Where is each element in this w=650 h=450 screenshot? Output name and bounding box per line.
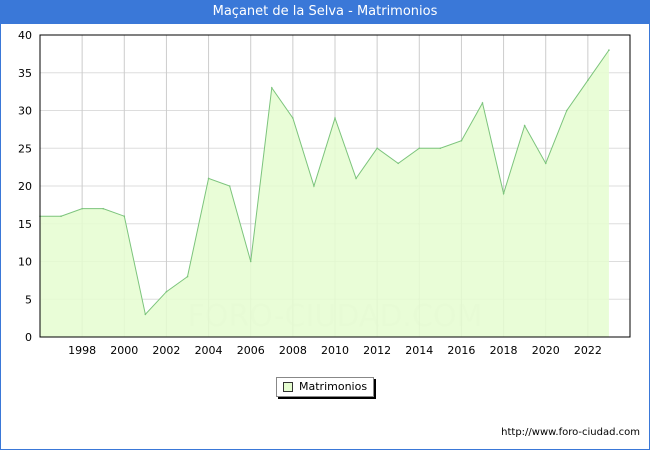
data-point <box>102 207 105 210</box>
legend: Matrimonios <box>276 377 374 397</box>
data-point <box>292 117 294 119</box>
x-tick-label: 2012 <box>363 344 391 357</box>
series-line <box>40 49 610 316</box>
y-tick-label: 0 <box>25 331 32 344</box>
data-point <box>608 49 610 51</box>
y-tick-label: 20 <box>18 180 32 193</box>
series-area <box>40 50 609 337</box>
data-point <box>376 147 378 150</box>
x-tick-label: 2016 <box>447 344 475 357</box>
y-tick-label: 5 <box>25 293 32 306</box>
data-point <box>587 79 589 82</box>
data-point <box>186 275 189 278</box>
x-tick-label: 2014 <box>405 344 433 357</box>
data-point <box>165 290 168 293</box>
x-tick-label: 2000 <box>110 344 138 357</box>
x-tick-label: 2020 <box>532 344 560 357</box>
data-point <box>481 102 484 104</box>
data-point <box>418 147 421 150</box>
data-point <box>523 124 526 127</box>
data-point <box>81 207 83 210</box>
data-point <box>565 109 568 112</box>
chart-title: Maçanet de la Selva - Matrimonios <box>0 0 650 24</box>
plot-border <box>39 34 631 338</box>
data-point <box>334 117 336 119</box>
data-point <box>397 162 400 165</box>
data-point <box>355 177 357 180</box>
source-url: http://www.foro-ciudad.com <box>501 427 640 438</box>
x-tick-label: 2022 <box>574 344 602 357</box>
data-point <box>270 87 273 89</box>
y-tick-label: 35 <box>18 67 32 80</box>
legend-swatch <box>283 382 293 392</box>
y-tick-label: 40 <box>18 29 32 42</box>
x-tick-label: 2010 <box>321 344 349 357</box>
x-tick-label: 2002 <box>152 344 180 357</box>
data-point <box>249 260 252 263</box>
x-tick-label: 1998 <box>68 344 96 357</box>
data-point <box>207 177 210 180</box>
data-point <box>439 147 442 150</box>
y-tick-label: 25 <box>18 142 32 155</box>
x-tick-label: 2006 <box>237 344 265 357</box>
x-tick-label: 2008 <box>279 344 307 357</box>
data-point <box>460 139 463 142</box>
data-point <box>313 185 315 187</box>
y-tick-label: 30 <box>18 105 32 118</box>
legend-label: Matrimonios <box>299 380 368 393</box>
data-point <box>60 215 62 217</box>
data-point <box>544 162 547 165</box>
data-point <box>123 215 126 217</box>
data-point <box>502 192 505 195</box>
y-tick-label: 15 <box>18 218 32 231</box>
y-tick-label: 10 <box>18 256 32 269</box>
data-point <box>228 185 231 187</box>
data-point <box>144 313 147 316</box>
x-tick-label: 2018 <box>490 344 518 357</box>
x-tick-label: 2004 <box>195 344 223 357</box>
